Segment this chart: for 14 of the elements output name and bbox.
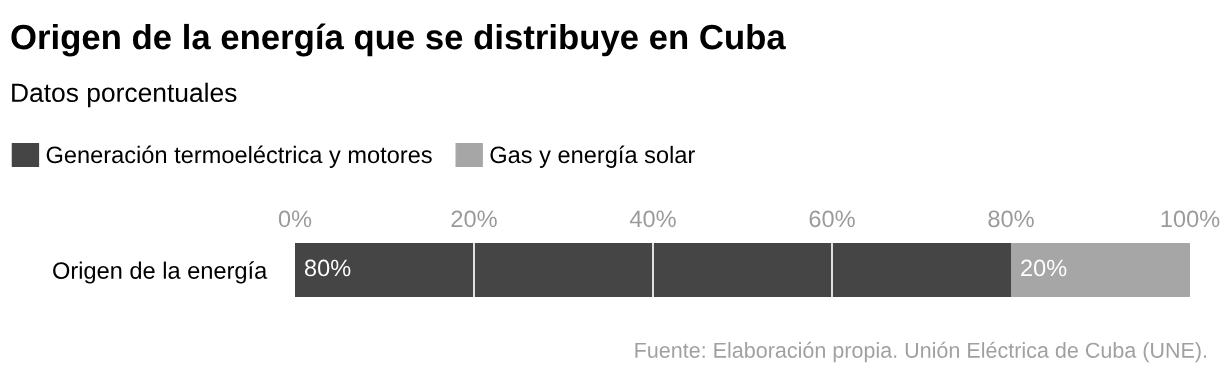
annotation: Fuente: Elaboración propia. Unión Eléctrica de Cuba (UNE).	[635, 341, 1207, 363]
legend-label: Gas y energía solar	[490, 145, 695, 168]
x-tick-label: 0%	[278, 210, 312, 228]
x-tick-label: 80%	[988, 210, 1034, 228]
x-tick-label: 60%	[809, 210, 855, 228]
data-label: 20%	[1021, 259, 1067, 277]
data-label: 80%	[304, 259, 351, 277]
y-tick-label: Origen de la energía	[53, 261, 268, 284]
x-tick-label: 100%	[1161, 210, 1220, 228]
x-tick-label: 40%	[629, 210, 676, 228]
chart-title: Origen de la energía que se distribuye en Cuba	[11, 23, 786, 57]
chart-subtitle: Datos porcentuales	[12, 82, 237, 108]
x-tick-label: 20%	[451, 210, 497, 228]
legend-label: Generación termoeléctrica y motores	[46, 145, 432, 168]
